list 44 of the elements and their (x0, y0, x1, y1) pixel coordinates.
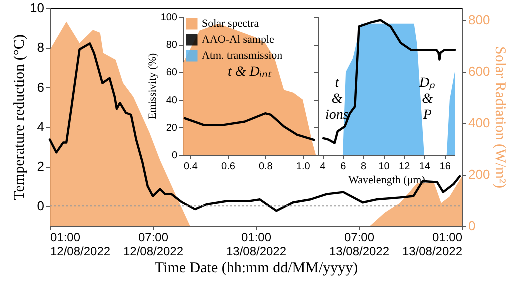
y2-tick-label: 800 (468, 12, 490, 28)
y-tick-label: 0 (37, 198, 44, 214)
y-tick-label: 100 (160, 12, 178, 24)
legend-label: Solar spectra (202, 18, 260, 30)
x-tick-label: 01:00 13/08/2022 (226, 230, 287, 258)
y-tick-label: 40 (166, 95, 178, 106)
x-tick-label: 4 (320, 162, 326, 172)
x-tick-label: 6 (340, 162, 347, 172)
annotation: Dₚ & P (418, 76, 436, 124)
y-tick-label: 6 (37, 80, 44, 95)
x-tick-label: 0.6 (222, 162, 236, 172)
x-tick-label: 12 (399, 162, 411, 172)
y-tick-label: 8 (37, 40, 44, 56)
y-tick-label: 0 (172, 150, 178, 162)
x-tick-label: 07:00 13/08/2022 (329, 230, 390, 258)
legend-label: AAO-Al sample (202, 34, 275, 46)
x-tick-label: 10 (378, 162, 390, 172)
x-tick-label: 0.8 (258, 162, 274, 172)
x-tick-label: 01:00 12/08/2022 (50, 230, 111, 258)
y-axis-title: Temperature reduction (°C) (12, 34, 28, 200)
y-tick-label: 20 (166, 122, 178, 134)
y-axis-title: Emissivity (%) (146, 53, 159, 120)
y-tick-label: 2 (37, 159, 44, 174)
x-tick-label: 01:00 13/08/2022 (402, 230, 463, 258)
y-tick-label: 4 (37, 119, 44, 134)
x-axis-title: Time Date (hh:mm dd/MM/yyyy) (154, 260, 358, 276)
x-tick-label: 1.0 (296, 162, 311, 172)
annotation: t & ions (326, 76, 350, 124)
annotation: t & Dᵢₙₜ (228, 65, 272, 80)
y2-tick-label: 200 (468, 167, 490, 182)
x-tick-label: 16 (440, 162, 452, 172)
legend-label: Atm. transmission (202, 50, 284, 62)
y-tick-label: 80 (166, 40, 178, 52)
y2-tick-label: 400 (468, 116, 490, 131)
x-tick-label: 07:00 12/08/2022 (123, 230, 184, 258)
y2-axis-title: Solar Radiation (W/m²) (492, 46, 508, 188)
line-series (184, 112, 316, 142)
x-tick-label: 0.4 (184, 162, 198, 172)
x-tick-label: 8 (361, 162, 368, 172)
x-tick-label: 14 (419, 162, 431, 172)
y-tick-label: 10 (30, 0, 44, 16)
y2-tick-label: 600 (468, 64, 490, 80)
y2-tick-label: 0 (468, 218, 476, 234)
y-tick-label: 60 (166, 68, 178, 79)
